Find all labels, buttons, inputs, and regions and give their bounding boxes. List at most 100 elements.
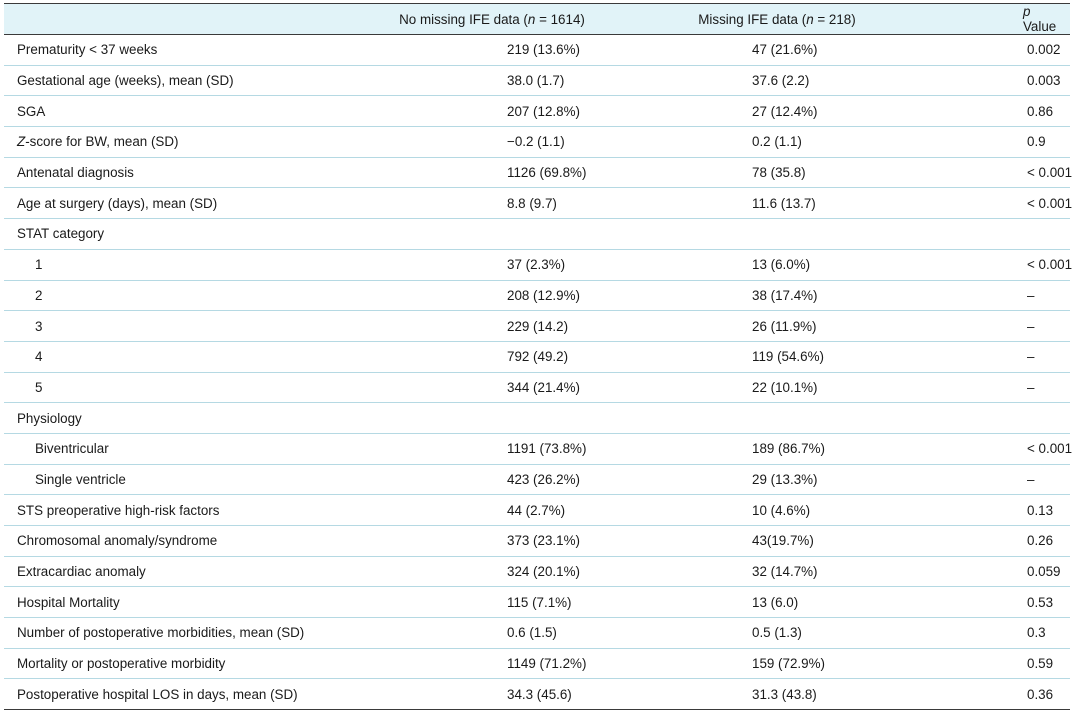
cell-p-value: 0.26 xyxy=(1027,533,1054,549)
table-row: 1 37 (2.3%) 13 (6.0%) < 0.001 xyxy=(4,249,1073,280)
row-label: 4 xyxy=(35,349,43,365)
cell-no-missing: 219 (13.6%) xyxy=(507,42,580,58)
row-label: Mortality or postoperative morbidity xyxy=(17,656,226,672)
cell-p-value: 0.9 xyxy=(1027,134,1046,150)
table-row: Z-score for BW, mean (SD) −0.2 (1.1) 0.2 (… xyxy=(4,127,1070,158)
cell-p-value: 0.59 xyxy=(1027,656,1054,672)
table-row: 3 229 (14.2) 26 (11.9%) – xyxy=(4,311,1070,342)
table-row: Single ventricle 423 (26.2%) 29 (13.3%) – xyxy=(4,464,1070,495)
table-row: Hospital Mortality 115 (7.1%) 13 (6.0) 0.53 xyxy=(4,587,1070,618)
row-label: Number of postoperative morbidities, mea… xyxy=(17,625,305,641)
cell-missing: 29 (13.3%) xyxy=(752,471,818,487)
row-label: Chromosomal anomaly/syndrome xyxy=(17,533,218,549)
header-row: No missing IFE data (n = 1614) Missing I… xyxy=(4,3,1070,35)
comparison-table: No missing IFE data (n = 1614) Missing I… xyxy=(4,3,1073,710)
cell-missing: 26 (11.9%) xyxy=(752,318,817,334)
table-row: Physiology xyxy=(4,403,1070,434)
cell-no-missing: 34.3 (45.6) xyxy=(507,686,572,702)
cell-no-missing: 38.0 (1.7) xyxy=(507,73,565,89)
table-row: Extracardiac anomaly 324 (20.1%) 32 (14.7%… xyxy=(4,556,1070,587)
cell-missing: 0.5 (1.3) xyxy=(752,625,802,641)
cell-no-missing: 8.8 (9.7) xyxy=(507,195,557,211)
table-row: STS preoperative high-risk factors 44 (2.… xyxy=(4,495,1070,526)
cell-p-value: < 0.001 xyxy=(1027,165,1073,181)
table-row: Gestational age (weeks), mean (SD) 38.0 (… xyxy=(4,65,1070,96)
cell-missing: 159 (72.9%) xyxy=(752,656,825,672)
row-label: 5 xyxy=(35,379,43,395)
row-label: SGA xyxy=(17,103,46,119)
row-label: Gestational age (weeks), mean (SD) xyxy=(17,73,234,89)
table-row: Postoperative hospital LOS in days, mean… xyxy=(4,679,1070,710)
row-label: Biventricular xyxy=(35,441,109,457)
row-label: Hospital Mortality xyxy=(17,594,120,610)
cell-p-value: < 0.001 xyxy=(1027,257,1073,273)
cell-missing xyxy=(652,219,902,250)
cell-p-value: – xyxy=(1027,287,1035,303)
cell-p-value: 0.002 xyxy=(1027,42,1061,58)
cell-p-value: – xyxy=(1027,379,1035,395)
cell-missing: 32 (14.7%) xyxy=(752,564,818,580)
cell-no-missing: −0.2 (1.1) xyxy=(507,134,565,150)
cell-p-value: < 0.001 xyxy=(1027,441,1073,457)
table-row: Antenatal diagnosis 1126 (69.8%) 78 (35.8)… xyxy=(4,157,1073,188)
cell-missing: 78 (35.8) xyxy=(752,165,806,181)
table-row: SGA 207 (12.8%) 27 (12.4%) 0.86 xyxy=(4,96,1070,127)
cell-no-missing: 1126 (69.8%) xyxy=(507,165,587,181)
cell-no-missing: 44 (2.7%) xyxy=(507,502,566,518)
row-label: STS preoperative high-risk factors xyxy=(17,502,220,518)
cell-no-missing: 208 (12.9%) xyxy=(507,287,580,303)
cell-no-missing: 423 (26.2%) xyxy=(507,471,580,487)
cell-p-value: 0.003 xyxy=(1027,73,1061,89)
cell-no-missing: 207 (12.8%) xyxy=(507,103,580,119)
cell-no-missing: 324 (20.1%) xyxy=(507,564,580,580)
table-row: 2 208 (12.9%) 38 (17.4%) – xyxy=(4,280,1070,311)
cell-p-value: 0.86 xyxy=(1027,103,1054,119)
cell-no-missing: 37 (2.3%) xyxy=(507,257,566,273)
cell-p-value: 0.36 xyxy=(1027,686,1054,702)
cell-p-value: – xyxy=(1027,349,1035,365)
cell-no-missing: 115 (7.1%) xyxy=(507,594,572,610)
row-label: 1 xyxy=(35,257,43,273)
header-variable xyxy=(4,4,332,35)
row-label: Single ventricle xyxy=(35,471,126,487)
table-row: 5 344 (21.4%) 22 (10.1%) – xyxy=(4,372,1070,403)
cell-missing: 119 (54.6%) xyxy=(752,349,824,365)
cell-p-value xyxy=(902,219,1070,250)
cell-no-missing: 344 (21.4%) xyxy=(507,379,580,395)
row-label: Z-score for BW, mean (SD) xyxy=(17,134,179,150)
cell-missing: 37.6 (2.2) xyxy=(752,73,810,89)
table-row: Age at surgery (days), mean (SD) 8.8 (9.7… xyxy=(4,188,1072,219)
cell-p-value: 0.3 xyxy=(1027,625,1046,641)
cell-missing xyxy=(652,403,902,434)
row-label: Physiology xyxy=(17,410,82,426)
table-row: STAT category xyxy=(4,219,1070,250)
row-label: 2 xyxy=(35,287,43,303)
cell-missing: 0.2 (1.1) xyxy=(752,134,802,150)
cell-no-missing: 373 (23.1%) xyxy=(507,533,580,549)
table-row: 4 792 (49.2) 119 (54.6%) – xyxy=(4,341,1070,373)
cell-missing: 13 (6.0) xyxy=(752,594,799,610)
cell-missing: 31.3 (43.8) xyxy=(752,686,817,702)
cell-missing: 38 (17.4%) xyxy=(752,287,818,303)
table-row: Chromosomal anomaly/syndrome 373 (23.1%) 4… xyxy=(4,526,1070,557)
cell-no-missing: 792 (49.2) xyxy=(507,349,569,365)
table-row: Number of postoperative morbidities, mea… xyxy=(4,618,1070,649)
cell-no-missing: 1191 (73.8%) xyxy=(507,441,587,457)
table-row: Biventricular 1191 (73.8%) 189 (86.7%) < 0.… xyxy=(4,433,1073,465)
row-label: Antenatal diagnosis xyxy=(17,165,134,181)
cell-missing: 27 (12.4%) xyxy=(752,103,818,119)
cell-no-missing: 1149 (71.2%) xyxy=(507,656,587,672)
cell-missing: 10 (4.6%) xyxy=(752,502,811,518)
header-p-value: p Value xyxy=(1023,4,1057,34)
cell-missing: 47 (21.6%) xyxy=(752,42,818,58)
row-label: Extracardiac anomaly xyxy=(17,564,146,580)
cell-missing: 43(19.7%) xyxy=(752,533,814,549)
header-no-missing: No missing IFE data (n = 1614) xyxy=(399,11,585,27)
table-row: Prematurity < 37 weeks 219 (13.6%) 47 (21.… xyxy=(4,35,1070,66)
cell-no-missing: 229 (14.2) xyxy=(507,318,569,334)
cell-p-value xyxy=(902,403,1070,434)
table-row: Mortality or postoperative morbidity 1149… xyxy=(4,648,1070,679)
cell-p-value: 0.53 xyxy=(1027,594,1054,610)
cell-no-missing: 0.6 (1.5) xyxy=(507,625,557,641)
cell-missing: 189 (86.7%) xyxy=(752,441,825,457)
